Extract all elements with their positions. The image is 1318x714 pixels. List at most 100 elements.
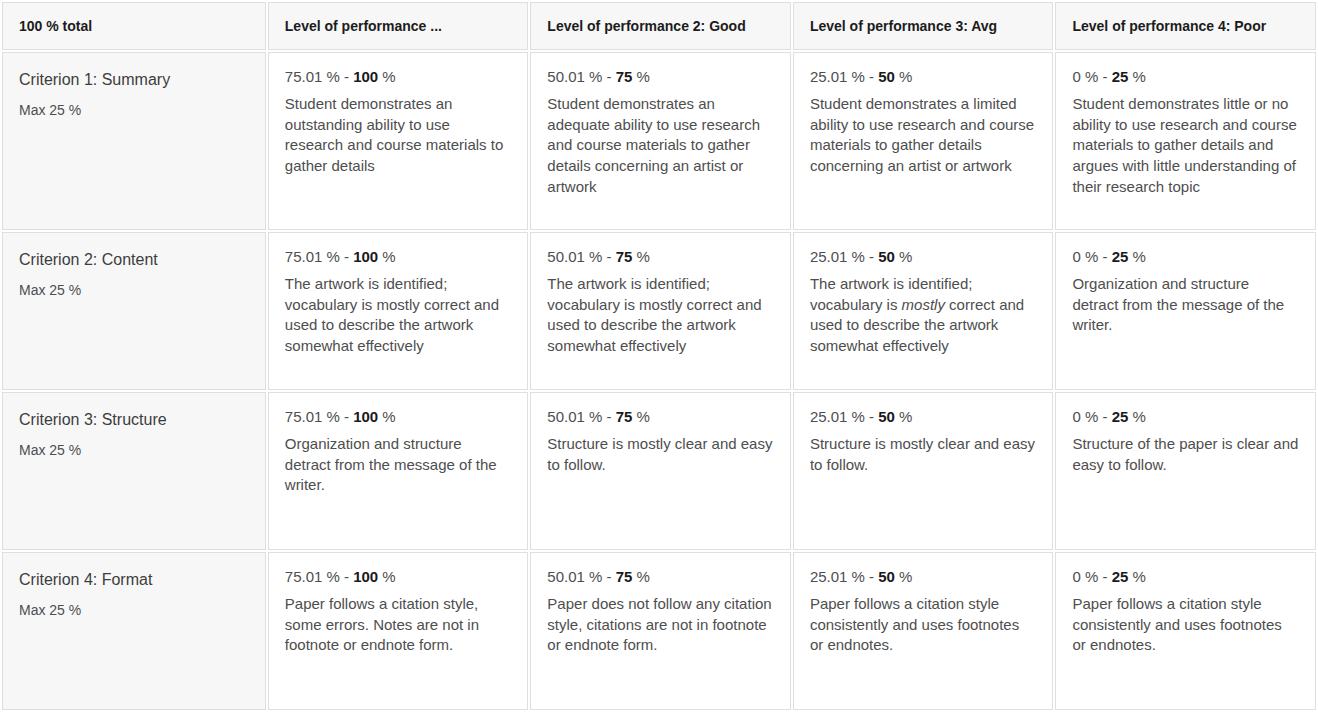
range-max: 50 [878,248,895,265]
criterion-row-3: Criterion 3: Structure Max 25 % 75.01 % … [2,392,1316,550]
range-max: 100 [353,568,378,585]
range-max: 50 [878,68,895,85]
score-range: 75.01 % - 100 % [285,248,512,265]
range-min: 25.01 % - [810,568,878,585]
level-cell: 50.01 % - 75 % Paper does not follow any… [530,552,791,710]
level-cell: 75.01 % - 100 % Paper follows a citation… [268,552,529,710]
score-range: 0 % - 25 % [1072,408,1299,425]
desc-text: Structure is mostly clear and easy to fo… [547,435,772,473]
score-range: 0 % - 25 % [1072,68,1299,85]
score-range: 0 % - 25 % [1072,568,1299,585]
range-unit: % [378,68,396,85]
range-min: 75.01 % - [285,568,353,585]
level-cell: 50.01 % - 75 % Structure is mostly clear… [530,392,791,550]
range-unit: % [895,568,913,585]
level-cell: 75.01 % - 100 % Organization and structu… [268,392,529,550]
range-min: 25.01 % - [810,248,878,265]
criterion-max-label: Max 25 % [19,282,249,298]
range-max: 50 [878,568,895,585]
score-range: 75.01 % - 100 % [285,568,512,585]
desc-text: The artwork is identified; vocabulary is… [285,275,499,354]
header-level-3: Level of performance 3: Avg [793,2,1054,50]
level-cell: 0 % - 25 % Student demonstrates little o… [1055,52,1316,230]
header-level-1: Level of performance ... [268,2,529,50]
desc-text: Structure of the paper is clear and easy… [1072,435,1298,473]
level-description: Organization and structure detract from … [1072,274,1299,336]
range-unit: % [895,68,913,85]
range-min: 25.01 % - [810,408,878,425]
range-unit: % [1128,568,1146,585]
level-description: Paper follows a citation style, some err… [285,594,512,656]
level-cell: 0 % - 25 % Organization and structure de… [1055,232,1316,390]
range-min: 50.01 % - [547,568,615,585]
range-max: 75 [616,248,633,265]
score-range: 75.01 % - 100 % [285,68,512,85]
score-range: 25.01 % - 50 % [810,248,1037,265]
desc-text: Paper follows a citation style, some err… [285,595,479,653]
range-max: 100 [353,248,378,265]
header-level-4: Level of performance 4: Poor [1055,2,1316,50]
criterion-title: Criterion 3: Structure [19,410,249,431]
range-unit: % [632,568,650,585]
range-min: 0 % - [1072,68,1111,85]
level-description: Paper does not follow any citation style… [547,594,774,656]
criterion-row-1: Criterion 1: Summary Max 25 % 75.01 % - … [2,52,1316,230]
range-unit: % [378,248,396,265]
range-min: 0 % - [1072,568,1111,585]
score-range: 25.01 % - 50 % [810,568,1037,585]
level-description: The artwork is identified; vocabulary is… [810,274,1037,357]
criterion-row-2: Criterion 2: Content Max 25 % 75.01 % - … [2,232,1316,390]
level-description: Student demonstrates an outstanding abil… [285,94,512,177]
level-cell: 75.01 % - 100 % Student demonstrates an … [268,52,529,230]
level-cell: 75.01 % - 100 % The artwork is identifie… [268,232,529,390]
range-min: 0 % - [1072,248,1111,265]
range-max: 100 [353,68,378,85]
criterion-title: Criterion 1: Summary [19,70,249,91]
range-min: 0 % - [1072,408,1111,425]
level-cell: 25.01 % - 50 % The artwork is identified… [793,232,1054,390]
score-range: 25.01 % - 50 % [810,408,1037,425]
level-description: Student demonstrates little or no abilit… [1072,94,1299,197]
range-unit: % [632,68,650,85]
range-max: 25 [1112,408,1129,425]
level-description: Student demonstrates a limited ability t… [810,94,1037,177]
score-range: 50.01 % - 75 % [547,248,774,265]
level-cell: 25.01 % - 50 % Structure is mostly clear… [793,392,1054,550]
criterion-row-4: Criterion 4: Format Max 25 % 75.01 % - 1… [2,552,1316,710]
range-unit: % [632,248,650,265]
criterion-max-label: Max 25 % [19,102,249,118]
criterion-cell-2: Criterion 2: Content Max 25 % [2,232,266,390]
level-cell: 25.01 % - 50 % Student demonstrates a li… [793,52,1054,230]
level-description: The artwork is identified; vocabulary is… [547,274,774,357]
range-max: 75 [616,568,633,585]
level-description: Student demonstrates an adequate ability… [547,94,774,197]
level-cell: 50.01 % - 75 % The artwork is identified… [530,232,791,390]
range-min: 75.01 % - [285,408,353,425]
range-max: 25 [1112,568,1129,585]
desc-text: Student demonstrates a limited ability t… [810,95,1034,174]
level-cell: 0 % - 25 % Structure of the paper is cle… [1055,392,1316,550]
criterion-max-label: Max 25 % [19,602,249,618]
criterion-cell-4: Criterion 4: Format Max 25 % [2,552,266,710]
level-description: Structure is mostly clear and easy to fo… [810,434,1037,475]
score-range: 50.01 % - 75 % [547,408,774,425]
range-min: 50.01 % - [547,68,615,85]
range-unit: % [1128,68,1146,85]
header-total: 100 % total [2,2,266,50]
level-cell: 25.01 % - 50 % Paper follows a citation … [793,552,1054,710]
criterion-title: Criterion 2: Content [19,250,249,271]
desc-text: Student demonstrates an outstanding abil… [285,95,503,174]
score-range: 50.01 % - 75 % [547,568,774,585]
rubric-header-row: 100 % total Level of performance ... Lev… [2,2,1316,50]
range-max: 75 [616,408,633,425]
desc-text: Paper does not follow any citation style… [547,595,771,653]
desc-text: Student demonstrates an adequate ability… [547,95,760,195]
level-description: Paper follows a citation style consisten… [1072,594,1299,656]
range-max: 75 [616,68,633,85]
rubric-table: 100 % total Level of performance ... Lev… [0,0,1318,712]
desc-text: Paper follows a citation style consisten… [1072,595,1281,653]
range-unit: % [895,408,913,425]
range-unit: % [378,568,396,585]
desc-text: The artwork is identified; vocabulary is… [547,275,761,354]
level-cell: 50.01 % - 75 % Student demonstrates an a… [530,52,791,230]
